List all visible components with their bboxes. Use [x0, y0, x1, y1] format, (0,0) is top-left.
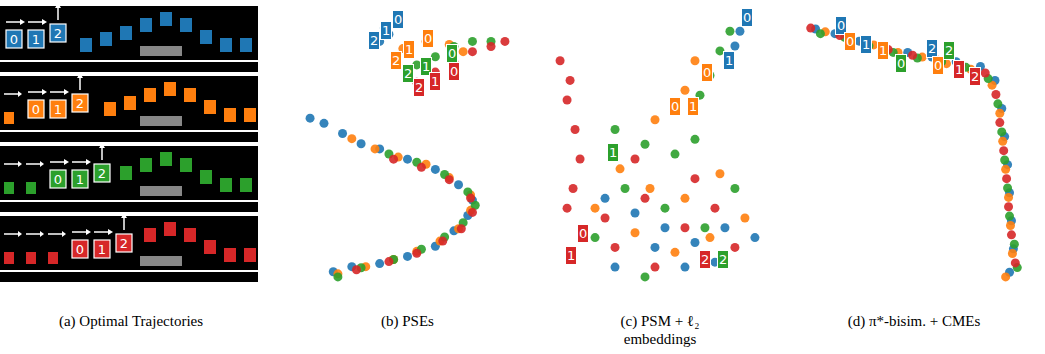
- svg-text:2: 2: [415, 80, 423, 95]
- svg-text:1: 1: [431, 74, 439, 89]
- svg-text:2: 2: [120, 236, 128, 251]
- svg-text:0: 0: [448, 46, 456, 61]
- svg-text:1: 1: [879, 43, 887, 58]
- svg-text:2: 2: [928, 41, 936, 56]
- svg-text:2: 2: [98, 166, 106, 181]
- html-text:(d) π*-bisim. + CMEs: (d) π*-bisim. + CMEs: [847, 313, 981, 329]
- svg-text:0: 0: [394, 12, 402, 27]
- svg-text:0: 0: [703, 65, 711, 80]
- svg-text:0: 0: [54, 172, 62, 187]
- svg-text:1: 1: [955, 62, 963, 77]
- svg-text:1: 1: [725, 53, 733, 68]
- html-text:(c) PSM + ℓ₂ embeddings: (c) PSM + ℓ₂ embeddings: [620, 313, 700, 347]
- svg-text:1: 1: [76, 172, 84, 187]
- svg-text:2: 2: [404, 66, 412, 81]
- svg-text:2: 2: [54, 26, 62, 41]
- svg-text:1: 1: [567, 248, 575, 263]
- svg-text:1: 1: [609, 145, 617, 160]
- svg-text:0: 0: [579, 226, 587, 241]
- svg-text:1: 1: [54, 102, 62, 117]
- svg-text:2: 2: [370, 33, 378, 48]
- svg-text:2: 2: [971, 69, 979, 84]
- html-text:(b) PSEs: (b) PSEs: [381, 313, 434, 329]
- svg-text:1: 1: [32, 32, 40, 47]
- svg-text:1: 1: [98, 242, 106, 257]
- svg-text:2: 2: [701, 252, 709, 267]
- svg-text:0: 0: [846, 34, 854, 49]
- svg-text:2: 2: [719, 252, 727, 267]
- svg-text:2: 2: [945, 43, 953, 58]
- svg-text:1: 1: [382, 23, 390, 38]
- svg-text:0: 0: [837, 18, 845, 33]
- svg-text:0: 0: [743, 10, 751, 25]
- svg-text:0: 0: [934, 58, 942, 73]
- svg-text:0: 0: [10, 32, 18, 47]
- svg-text:0: 0: [424, 31, 432, 46]
- svg-text:1: 1: [862, 37, 870, 52]
- svg-text:2: 2: [76, 96, 84, 111]
- svg-text:0: 0: [671, 99, 679, 114]
- svg-text:0: 0: [76, 242, 84, 257]
- svg-text:1: 1: [405, 42, 413, 57]
- svg-text:0: 0: [897, 56, 905, 71]
- svg-text:1: 1: [422, 59, 430, 74]
- svg-text:2: 2: [392, 53, 400, 68]
- svg-text:0: 0: [450, 64, 458, 79]
- svg-text:0: 0: [32, 102, 40, 117]
- html-text:(a) Optimal Trajectories: (a) Optimal Trajectories: [58, 313, 204, 329]
- svg-text:1: 1: [689, 99, 697, 114]
